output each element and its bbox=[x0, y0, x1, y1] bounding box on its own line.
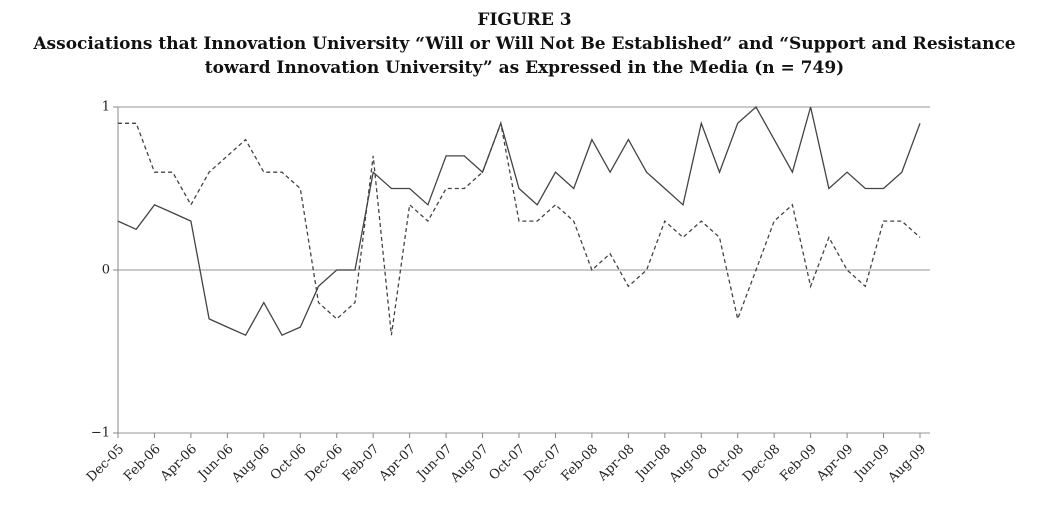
x-tick-label: Dec-08 bbox=[740, 442, 783, 485]
x-tick-label: Apr-09 bbox=[813, 442, 856, 485]
x-tick-label: Dec-06 bbox=[303, 442, 346, 485]
x-tick-label: Jun-08 bbox=[632, 442, 674, 484]
x-tick-label: Aug-09 bbox=[885, 442, 930, 487]
x-tick-label: Feb-06 bbox=[121, 442, 164, 485]
x-tick-label: Aug-07 bbox=[447, 442, 492, 487]
chart-subtitle: Associations that Innovation University … bbox=[33, 34, 1016, 78]
x-tick-label: Apr-06 bbox=[157, 442, 200, 485]
x-tick-label: Apr-07 bbox=[376, 442, 419, 485]
x-tick-label: Jun-07 bbox=[413, 442, 455, 484]
x-tick-label: Oct-08 bbox=[705, 442, 747, 484]
x-tick-label: Feb-08 bbox=[559, 442, 602, 485]
x-tick-label: Dec-05 bbox=[84, 442, 127, 485]
x-tick-label: Apr-08 bbox=[595, 442, 638, 485]
x-tick-label: Aug-08 bbox=[666, 442, 711, 487]
chart-title: FIGURE 3 bbox=[477, 10, 572, 30]
header: FIGURE 3 Associations that Innovation Un… bbox=[0, 8, 1049, 80]
x-tick-label: Feb-09 bbox=[777, 442, 820, 485]
x-tick-label: Feb-07 bbox=[340, 442, 383, 485]
x-tick-label: Aug-06 bbox=[229, 442, 274, 487]
y-tick-label: 1 bbox=[102, 100, 110, 115]
x-tick-label: Dec-07 bbox=[521, 442, 564, 485]
y-tick-label: 0 bbox=[102, 263, 110, 278]
x-tick-label: Jun-09 bbox=[850, 442, 892, 484]
series-line bbox=[118, 120, 921, 336]
x-tick-label: Oct-06 bbox=[268, 442, 310, 484]
x-tick-label: Oct-07 bbox=[487, 442, 529, 484]
x-tick-label: Jun-06 bbox=[194, 442, 236, 484]
y-tick-label: −1 bbox=[91, 426, 110, 441]
series-line bbox=[117, 105, 921, 337]
